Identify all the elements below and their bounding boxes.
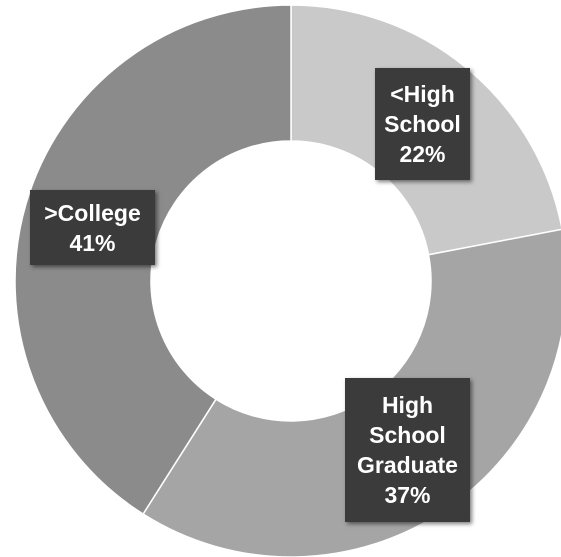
- value-label: 41%: [69, 229, 116, 256]
- category-label: High School Graduate: [357, 392, 458, 478]
- data-label: >College 41%: [30, 190, 155, 265]
- data-label: <High School 22%: [375, 68, 470, 180]
- category-label: <High School: [384, 81, 461, 137]
- value-label: 37%: [384, 482, 431, 508]
- data-label: High School Graduate 37%: [345, 378, 470, 522]
- value-label: 22%: [399, 141, 446, 167]
- category-label: >College: [44, 199, 141, 226]
- donut-slice: [14, 4, 292, 516]
